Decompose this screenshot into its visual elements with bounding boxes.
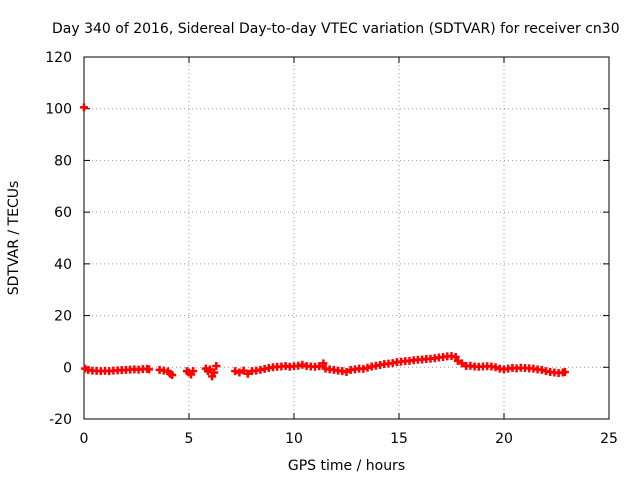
y-tick-label: 60: [54, 205, 72, 221]
y-tick-label: 80: [54, 153, 72, 169]
data-point: [458, 359, 466, 368]
axis-ticks: -20 0 20 40 60 80 100 120 0 5 10 15 20 25: [45, 50, 618, 447]
y-tick-label: -20: [49, 412, 72, 428]
x-tick-label: 20: [495, 431, 513, 447]
data-point: [243, 369, 252, 378]
data-point: [145, 365, 154, 374]
data-point: [189, 367, 198, 376]
x-axis-label: GPS time / hours: [288, 458, 405, 474]
x-tick-label: 5: [185, 431, 194, 447]
grid: [84, 57, 609, 419]
x-tick-label: 10: [285, 431, 303, 447]
y-tick-label: 20: [54, 309, 72, 325]
x-tick-label: 25: [600, 431, 618, 447]
x-tick-label: 15: [390, 431, 408, 447]
data-point: [315, 362, 324, 371]
data-point: [212, 361, 221, 370]
y-axis-label: SDTVAR / TECUs: [6, 181, 22, 296]
chart-title: Day 340 of 2016, Sidereal Day-to-day VTE…: [52, 21, 620, 37]
data-point: [80, 103, 88, 112]
x-tick-label: 0: [80, 431, 89, 447]
data-point: [206, 365, 214, 374]
plot-frame: [83, 56, 610, 420]
data-point: [319, 359, 328, 368]
data-point: [239, 366, 248, 375]
data-point: [342, 367, 351, 376]
data-point: [298, 360, 307, 369]
data-point: [363, 363, 372, 372]
y-tick-label: 100: [45, 102, 72, 118]
data-points: [80, 103, 569, 381]
data-point: [235, 368, 244, 377]
data-point: [168, 371, 177, 380]
data-point: [560, 367, 569, 376]
y-tick-label: 120: [45, 50, 72, 66]
y-tick-label: 40: [54, 257, 72, 273]
data-point: [491, 363, 500, 372]
data-point: [210, 368, 219, 377]
data-point: [453, 356, 462, 365]
y-tick-label: 0: [63, 360, 72, 376]
data-point: [231, 367, 240, 376]
data-point: [537, 365, 546, 374]
